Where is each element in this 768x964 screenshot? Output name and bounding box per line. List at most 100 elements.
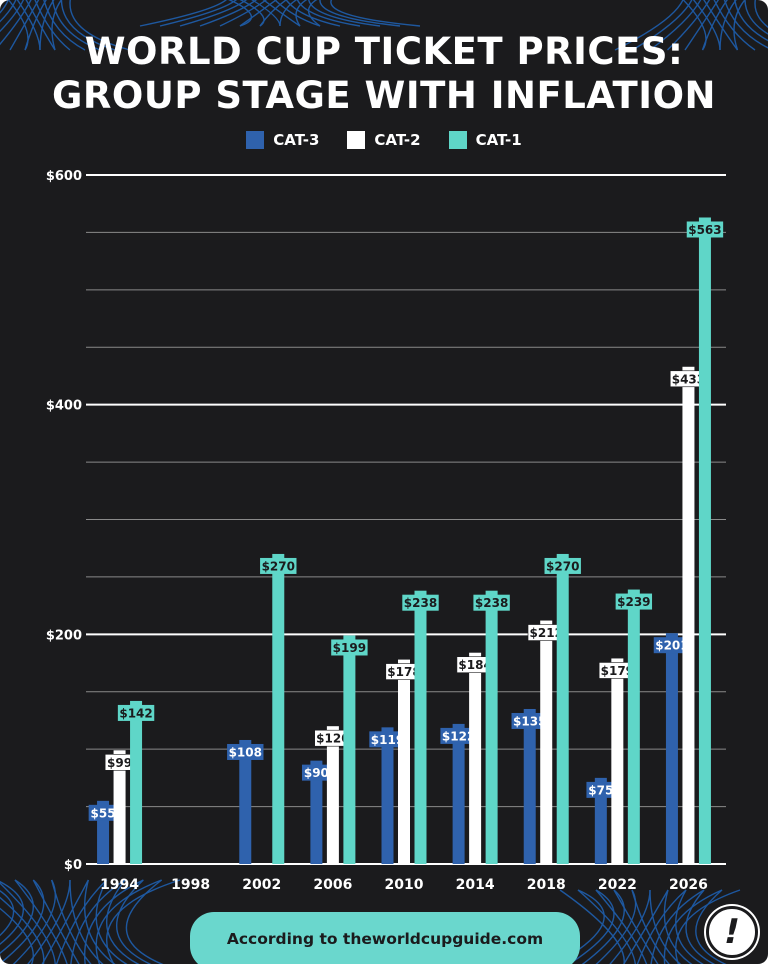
x-tick-label-2022: 2022 [598, 877, 637, 893]
legend-swatch-cat-3 [246, 131, 265, 149]
net-strand [55, 879, 108, 964]
data-label-box [473, 594, 510, 611]
net-strand [0, 0, 17, 23]
x-axis-labels: 1994 1998 2002 2006 2010 2014 2018 2022 2026 [100, 877, 708, 893]
net-strand [650, 889, 705, 964]
data-label-cat-3-2002: $108 [229, 745, 262, 759]
net-strand [622, 889, 669, 964]
data-label-cat-1-2022: $239 [617, 595, 650, 609]
y-tick-label: $600 [46, 169, 82, 184]
data-label-cat-3-2014: $122 [442, 729, 475, 743]
data-label-cat-3-2022: $75 [588, 783, 613, 797]
net-strand [219, 0, 268, 27]
bar-cat-2-2010 [398, 659, 410, 864]
data-label-cat-1-2006: $199 [333, 641, 366, 655]
net-strand [106, 879, 181, 964]
data-label-cat-1-2014: $238 [475, 596, 508, 610]
net-strand [52, 0, 101, 51]
data-label-cat-1-2002: $270 [262, 559, 295, 573]
chart-title-line-2: GROUP STAGE WITH INFLATION [52, 74, 716, 117]
net-strand [567, 889, 615, 964]
legend-label-cat-3: CAT-3 [273, 131, 320, 149]
x-tick-label-2010: 2010 [385, 877, 424, 893]
net-strand [733, 0, 746, 51]
bar-cat-1-2022 [627, 589, 640, 864]
logo-badge: ! [706, 906, 758, 958]
net-strand [259, 0, 288, 27]
net-strand [636, 889, 687, 964]
bar-cat-2-2026 [682, 366, 695, 864]
net-strand [0, 896, 45, 964]
x-tick-label-2002: 2002 [242, 877, 281, 893]
data-label-cat-1-2018: $270 [546, 559, 579, 573]
net-strand [632, 0, 693, 51]
y-axis-labels: $0 $200 $400 $600 [46, 169, 82, 873]
data-label-box [615, 593, 653, 610]
net-strand [308, 0, 321, 27]
bar-cat-3-2014 [452, 723, 465, 864]
legend-swatch-cat-1 [448, 131, 467, 149]
data-label-box [301, 764, 331, 781]
data-label-cat-2-2026: $433 [672, 372, 705, 386]
chart-title-line-1: WORLD CUP TICKET PRICES: [84, 30, 684, 73]
bar-cat-1-2026 [698, 217, 711, 864]
x-tick-label-2018: 2018 [527, 877, 566, 893]
legend-swatch-cat-2 [347, 131, 366, 149]
net-strand [319, 0, 401, 27]
net-strand [239, 0, 265, 27]
chart-gridlines [86, 174, 726, 865]
net-strand [577, 889, 636, 964]
net-strand [43, 0, 86, 51]
net-strand [106, 879, 140, 964]
data-label-box [653, 637, 691, 654]
bar-cat-3-2022 [594, 777, 607, 864]
net-strand [0, 0, 9, 14]
net-strand [285, 0, 341, 27]
net-strand [0, 879, 34, 954]
net-strand [24, 0, 47, 51]
net-strand [12, 879, 56, 964]
net-strand [723, 0, 768, 49]
net-strand [695, 889, 727, 964]
net-strand [609, 889, 651, 964]
net-strand [0, 879, 45, 964]
net-strand [701, 0, 729, 51]
net-strand [159, 0, 237, 27]
bar-cat-1-1994 [130, 700, 143, 864]
data-label-cat-2-2022: $179 [601, 664, 634, 678]
data-label-box [440, 727, 477, 744]
net-strand [84, 879, 144, 964]
net-strand [649, 0, 702, 51]
data-label-cat-2-1994: $99 [107, 756, 132, 770]
data-label-box [402, 594, 439, 611]
bar-cat-3-2026 [665, 633, 678, 864]
net-strand [69, 0, 131, 51]
source-footer: According to theworldcupguide.com [190, 912, 580, 964]
net-strand [115, 879, 152, 964]
bar-cat-2-2006 [326, 726, 339, 864]
chart-legend: CAT-3 CAT-2 CAT-1 [0, 131, 768, 149]
data-label-box [227, 743, 264, 760]
bar-cat-2-1994 [113, 750, 126, 864]
net-top-right [614, 0, 768, 51]
bar-cat-1-2002 [272, 553, 285, 864]
legend-item-cat-1: CAT-1 [448, 131, 522, 149]
net-top-left [0, 0, 131, 51]
legend-label-cat-1: CAT-1 [475, 131, 522, 149]
bar-cat-1-2010 [414, 590, 427, 864]
net-strand [713, 0, 756, 51]
net-strand [51, 0, 63, 51]
bar-cat-3-2002 [239, 739, 252, 864]
net-strand [27, 879, 71, 964]
net-strand [559, 889, 625, 964]
data-label-cat-3-1994: $55 [91, 806, 116, 820]
net-strand [95, 879, 128, 964]
legend-item-cat-3: CAT-3 [246, 131, 319, 149]
data-label-cat-3-2018: $135 [513, 714, 546, 728]
net-strand [9, 0, 40, 51]
data-label-cat-2-2014: $184 [458, 658, 491, 672]
data-label-box [686, 221, 724, 238]
net-strand [0, 0, 25, 33]
net-strand [95, 879, 162, 964]
